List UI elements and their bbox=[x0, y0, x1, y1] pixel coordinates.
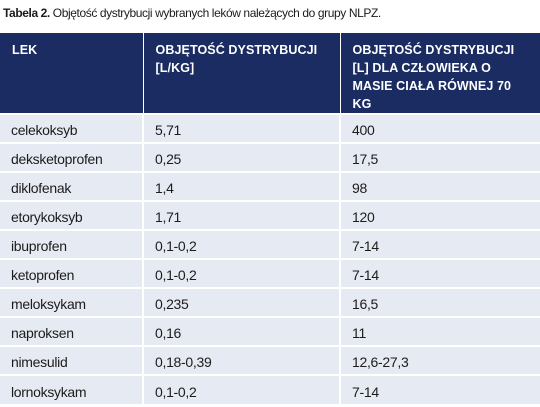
volume-per-kg-cell: 0,235 bbox=[143, 287, 341, 317]
header-drug: LEK bbox=[0, 33, 144, 114]
volume-70kg-cell: 120 bbox=[340, 200, 540, 230]
volume-70kg-cell: 17,5 bbox=[340, 142, 540, 172]
volume-of-distribution-table: LEK OBJĘTOŚĆ DYSTRYBUCJI [L/KG] OBJĘTOŚĆ… bbox=[0, 33, 540, 404]
drug-name-cell: etorykoksyb bbox=[0, 200, 144, 230]
drug-name-cell: ketoprofen bbox=[0, 258, 144, 288]
volume-70kg-cell: 16,5 bbox=[340, 287, 540, 317]
volume-70kg-cell: 11 bbox=[340, 316, 540, 346]
table-row: meloksykam 0,235 16,5 bbox=[0, 287, 540, 317]
volume-70kg-cell: 7-14 bbox=[340, 258, 540, 288]
volume-70kg-cell: 400 bbox=[340, 113, 540, 143]
drug-name-cell: naproksen bbox=[0, 316, 144, 346]
table-row: etorykoksyb 1,71 120 bbox=[0, 200, 540, 230]
volume-70kg-cell: 7-14 bbox=[340, 374, 540, 404]
volume-per-kg-cell: 0,25 bbox=[143, 142, 341, 172]
drug-name-cell: nimesulid bbox=[0, 345, 144, 375]
drug-name-cell: lornoksykam bbox=[0, 374, 144, 404]
volume-70kg-cell: 98 bbox=[340, 171, 540, 201]
table-body: celekoksyb 5,71 400 deksketoprofen 0,25 … bbox=[0, 113, 540, 404]
volume-per-kg-cell: 0,1-0,2 bbox=[143, 258, 341, 288]
header-row: LEK OBJĘTOŚĆ DYSTRYBUCJI [L/KG] OBJĘTOŚĆ… bbox=[0, 33, 540, 114]
drug-name-cell: celekoksyb bbox=[0, 113, 144, 143]
table-header: LEK OBJĘTOŚĆ DYSTRYBUCJI [L/KG] OBJĘTOŚĆ… bbox=[0, 33, 540, 114]
volume-per-kg-cell: 1,71 bbox=[143, 200, 341, 230]
volume-per-kg-cell: 1,4 bbox=[143, 171, 341, 201]
drug-name-cell: meloksykam bbox=[0, 287, 144, 317]
volume-70kg-cell: 12,6-27,3 bbox=[340, 345, 540, 375]
table-row: celekoksyb 5,71 400 bbox=[0, 113, 540, 143]
caption-text: Objętość dystrybucji wybranych leków nal… bbox=[49, 6, 381, 20]
drug-name-cell: deksketoprofen bbox=[0, 142, 144, 172]
table-row: ketoprofen 0,1-0,2 7-14 bbox=[0, 258, 540, 288]
header-volume-per-kg: OBJĘTOŚĆ DYSTRYBUCJI [L/KG] bbox=[143, 33, 341, 114]
volume-per-kg-cell: 0,16 bbox=[143, 316, 341, 346]
volume-70kg-cell: 7-14 bbox=[340, 229, 540, 259]
header-volume-70kg: OBJĘTOŚĆ DYSTRYBUCJI [L] DLA CZŁOWIEKA O… bbox=[340, 33, 540, 114]
drug-name-cell: diklofenak bbox=[0, 171, 144, 201]
volume-per-kg-cell: 0,1-0,2 bbox=[143, 374, 341, 404]
table-row: nimesulid 0,18-0,39 12,6-27,3 bbox=[0, 345, 540, 375]
volume-per-kg-cell: 5,71 bbox=[143, 113, 341, 143]
volume-per-kg-cell: 0,1-0,2 bbox=[143, 229, 341, 259]
table-caption: Tabela 2. Objętość dystrybucji wybranych… bbox=[3, 6, 381, 20]
table-row: diklofenak 1,4 98 bbox=[0, 171, 540, 201]
table-row: ibuprofen 0,1-0,2 7-14 bbox=[0, 229, 540, 259]
volume-per-kg-cell: 0,18-0,39 bbox=[143, 345, 341, 375]
table-row: lornoksykam 0,1-0,2 7-14 bbox=[0, 374, 540, 404]
table-row: naproksen 0,16 11 bbox=[0, 316, 540, 346]
table-row: deksketoprofen 0,25 17,5 bbox=[0, 142, 540, 172]
drug-name-cell: ibuprofen bbox=[0, 229, 144, 259]
caption-label: Tabela 2. bbox=[3, 6, 50, 20]
